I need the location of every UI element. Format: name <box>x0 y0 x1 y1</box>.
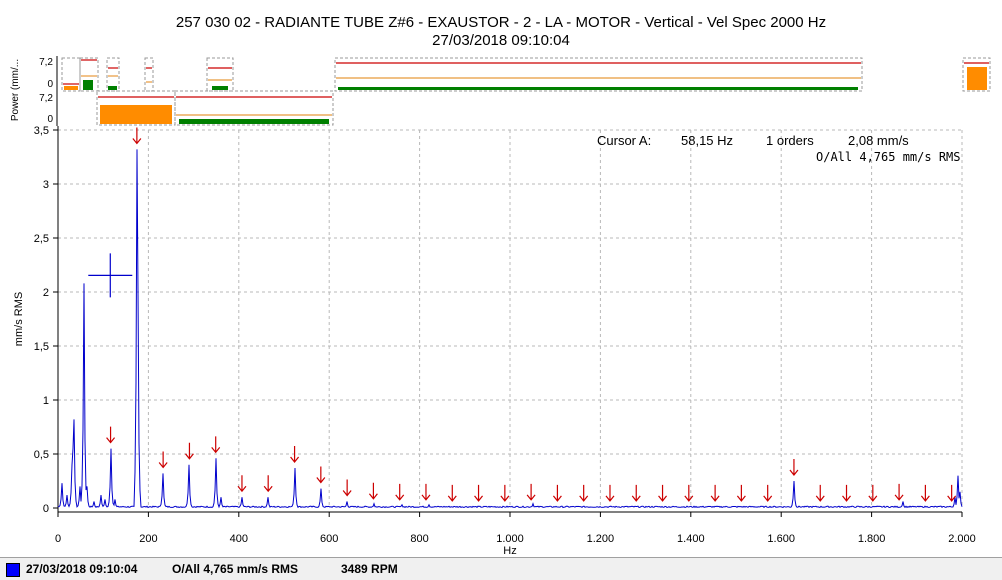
y-axis-label: mm/s RMS <box>13 292 25 346</box>
harmonic-marker <box>263 475 273 493</box>
x-tick-label: 1.600 <box>767 533 795 545</box>
harmonic-marker <box>237 475 247 493</box>
status-overall: O/All 4,765 mm/s RMS <box>172 562 299 576</box>
power-bar <box>108 86 117 90</box>
power-bar <box>338 87 858 90</box>
power-tick-label: 7,2 <box>39 93 53 104</box>
harmonic-marker <box>763 484 773 502</box>
harmonic-marker <box>342 479 352 497</box>
harmonic-marker <box>684 484 694 502</box>
harmonic-marker <box>815 484 825 502</box>
harmonic-marker <box>710 484 720 502</box>
status-rpm: 3489 RPM <box>341 562 398 576</box>
y-tick-label: 1 <box>43 395 49 407</box>
y-tick-label: 1,5 <box>34 341 49 353</box>
power-tick-label: 0 <box>47 79 53 90</box>
x-tick-label: 1.800 <box>858 533 886 545</box>
spectrum-line <box>57 149 963 509</box>
power-cell <box>144 57 154 92</box>
chart-title-line1: 257 030 02 - RADIANTE TUBE Z#6 - EXAUSTO… <box>175 14 827 31</box>
chart-axes: 0 200 400 600 800 1.000 1.200 1.400 1.600 1.800 2.… <box>13 125 976 557</box>
harmonic-marker <box>868 484 878 502</box>
x-tick-label: 400 <box>230 533 248 545</box>
harmonic-marker <box>552 484 562 502</box>
chart-title-line2: 27/03/2018 09:10:04 <box>432 32 570 49</box>
chart-grid <box>58 129 963 508</box>
status-bar: 27/03/2018 09:10:04 O/All 4,765 mm/s RMS… <box>0 557 1002 580</box>
power-bar <box>100 105 172 124</box>
y-tick-label: 2,5 <box>34 233 49 245</box>
cursor-amplitude: 2,08 mm/s <box>848 133 909 148</box>
harmonic-marker <box>158 451 168 469</box>
harmonic-marker <box>605 484 615 502</box>
spectrum-series <box>57 149 963 509</box>
harmonic-marker <box>526 483 536 501</box>
harmonic-marker <box>920 484 930 502</box>
harmonic-marker <box>447 484 457 502</box>
x-tick-label: 2.000 <box>948 533 976 545</box>
power-bar <box>64 86 78 90</box>
harmonic-markers <box>106 127 957 502</box>
overall-value: O/All 4,765 mm/s RMS <box>816 150 961 164</box>
series-color-swatch <box>6 563 20 577</box>
power-cell <box>79 57 99 92</box>
harmonic-marker <box>736 484 746 502</box>
status-date: 27/03/2018 09:10:04 <box>26 562 138 576</box>
harmonic-marker <box>395 483 405 501</box>
power-bar <box>179 119 329 124</box>
power-bar <box>212 86 228 90</box>
harmonic-marker <box>579 484 589 502</box>
y-tick-label: 3 <box>43 179 49 191</box>
spectrum-chart[interactable]: 7,2 0 7,2 0 Power (mm/... 0 200 400 600 800 1.000… <box>0 0 1002 557</box>
harmonic-marker <box>842 484 851 502</box>
harmonic-marker <box>290 446 300 464</box>
x-tick-label: 0 <box>55 533 61 545</box>
cursor-a-crosshair[interactable] <box>88 253 133 298</box>
x-tick-label: 800 <box>410 533 428 545</box>
harmonic-marker <box>132 127 142 145</box>
power-bar <box>967 67 987 90</box>
power-cell <box>174 90 334 126</box>
cursor-label: Cursor A: <box>597 133 652 148</box>
x-tick-label: 200 <box>139 533 157 545</box>
power-axis-label: Power (mm/... <box>10 59 21 121</box>
x-tick-label: 1.400 <box>677 533 705 545</box>
x-axis-label: Hz <box>503 545 516 557</box>
x-tick-label: 1.000 <box>496 533 524 545</box>
harmonic-marker <box>947 484 957 502</box>
y-tick-label: 3,5 <box>34 125 49 137</box>
y-tick-label: 0,5 <box>34 449 49 461</box>
harmonic-marker <box>106 426 116 444</box>
y-tick-label: 2 <box>43 287 49 299</box>
power-panel: 7,2 0 7,2 0 Power (mm/... <box>10 56 991 126</box>
harmonic-marker <box>894 483 904 501</box>
x-tick-label: 600 <box>320 533 338 545</box>
power-tick-label: 7,2 <box>39 57 53 68</box>
harmonic-marker <box>631 484 641 502</box>
harmonic-marker <box>368 482 378 500</box>
cursor-frequency: 58,15 Hz <box>681 133 734 148</box>
harmonic-marker <box>316 466 326 484</box>
harmonic-marker <box>421 483 431 501</box>
harmonic-marker <box>474 484 484 502</box>
harmonic-marker <box>500 484 510 502</box>
harmonic-marker <box>658 484 668 502</box>
harmonic-marker <box>184 442 194 460</box>
x-tick-label: 1.200 <box>587 533 615 545</box>
cursor-orders: 1 orders <box>766 133 814 148</box>
harmonic-marker <box>789 459 799 476</box>
power-tick-label: 0 <box>47 114 53 125</box>
y-tick-label: 0 <box>43 503 49 515</box>
power-bar <box>83 80 93 90</box>
power-cell <box>61 57 81 92</box>
harmonic-marker <box>211 436 221 454</box>
